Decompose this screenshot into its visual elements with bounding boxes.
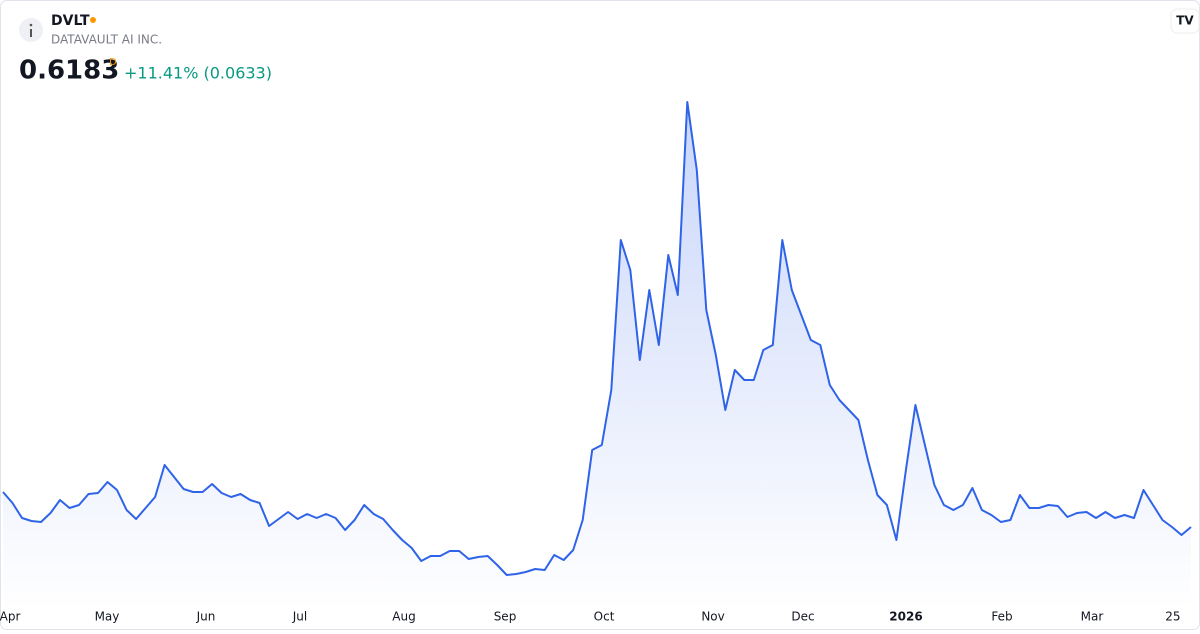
status-dot [90, 17, 96, 23]
interval: D [109, 57, 117, 68]
area-fill [3, 102, 1191, 610]
x-tick-label: Apr [0, 610, 20, 624]
x-tick-label: May [95, 610, 120, 624]
x-tick-label: Sep [494, 610, 517, 624]
x-tick-label: Oct [594, 610, 615, 624]
svg-text:TV: TV [1176, 14, 1194, 28]
symbol: DVLT [51, 13, 90, 29]
x-tick-label: Jul [292, 610, 307, 624]
price: 0.6183 [19, 56, 119, 86]
tv-logo[interactable]: TV [1170, 8, 1200, 34]
change: +11.41% (0.0633) [124, 64, 272, 83]
x-tick-label: Mar [1081, 610, 1104, 624]
x-tick-label: Jun [196, 610, 216, 624]
company-name: DATAVAULT AI INC. [51, 33, 162, 47]
x-tick-label: Dec [791, 610, 814, 624]
price-line [2, 101, 1192, 576]
x-tick-label: Aug [392, 610, 415, 624]
x-tick-label: Nov [701, 610, 724, 624]
x-tick-label: 2026 [889, 610, 922, 624]
x-tick-label: 25 [1165, 610, 1180, 624]
symbol-icon [19, 18, 43, 42]
x-tick-label: Feb [991, 610, 1012, 624]
